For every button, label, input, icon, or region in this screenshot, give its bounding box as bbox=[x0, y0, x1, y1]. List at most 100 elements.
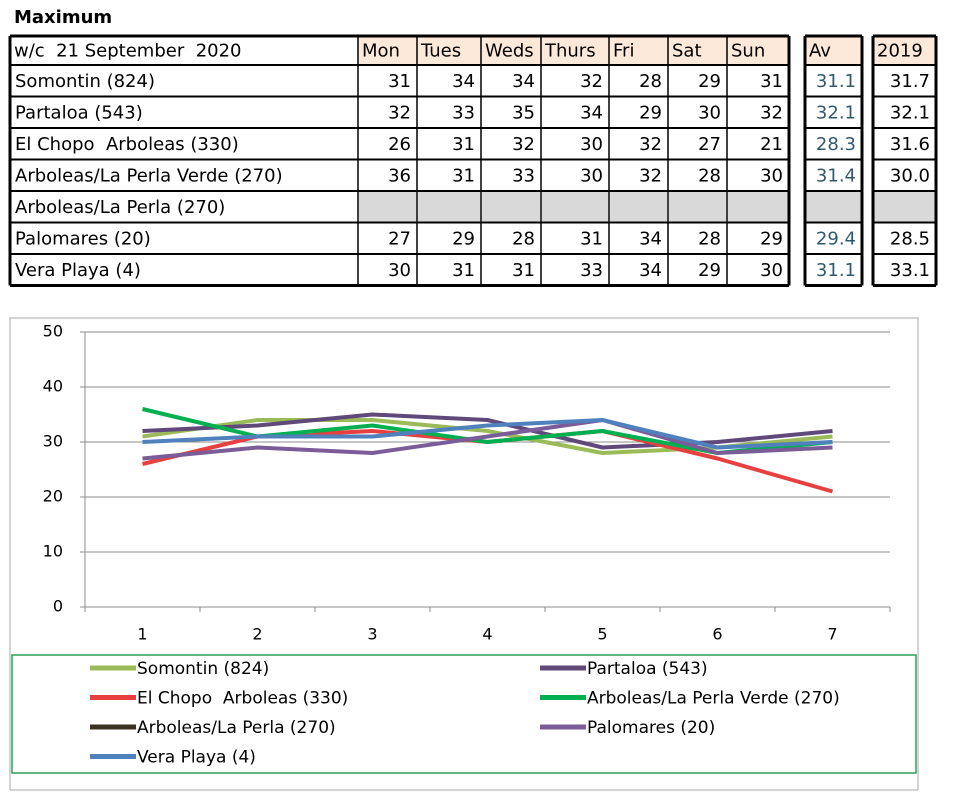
header-cell bbox=[727, 36, 789, 65]
cell-value: 30 bbox=[698, 102, 721, 123]
empty-cell bbox=[610, 192, 667, 222]
cell-value: 29 bbox=[698, 71, 721, 92]
empty-cell bbox=[728, 192, 788, 222]
cell-value: 29 bbox=[760, 228, 783, 249]
cell-value: 32 bbox=[760, 102, 783, 123]
header-label: Tues bbox=[420, 41, 461, 62]
header-label: Av bbox=[809, 41, 831, 62]
cell-value: 21 bbox=[760, 134, 783, 155]
legend-box bbox=[11, 654, 917, 774]
cell-value: 33 bbox=[580, 260, 603, 281]
legend-label: Partaloa (543) bbox=[587, 659, 708, 679]
x-tick-label: 5 bbox=[597, 625, 607, 644]
cell-value: 30 bbox=[580, 134, 603, 155]
row-label: Somontin (824) bbox=[15, 71, 155, 92]
header-label: 2019 bbox=[877, 41, 923, 62]
cell-value: 31.4 bbox=[816, 165, 856, 186]
cell-value: 32 bbox=[639, 165, 662, 186]
cell-value: 30 bbox=[580, 165, 603, 186]
row-label: Arboleas/La Perla (270) bbox=[15, 197, 225, 218]
cell-value: 31 bbox=[452, 165, 475, 186]
cell-value: 28 bbox=[639, 71, 662, 92]
y-tick-label: 30 bbox=[43, 432, 63, 451]
cell-value: 31 bbox=[388, 71, 411, 92]
cell-value: 34 bbox=[512, 71, 535, 92]
x-tick-label: 7 bbox=[827, 625, 837, 644]
header-label: Fri bbox=[613, 41, 634, 62]
cell-value: 32 bbox=[512, 134, 535, 155]
header-label: Sat bbox=[672, 41, 702, 62]
cell-value: 31 bbox=[452, 134, 475, 155]
header-label: Weds bbox=[485, 41, 534, 62]
cell-value: 26 bbox=[388, 134, 411, 155]
empty-cell bbox=[874, 192, 935, 222]
empty-cell bbox=[542, 192, 608, 222]
cell-value: 30 bbox=[760, 260, 783, 281]
cell-value: 31.7 bbox=[890, 71, 930, 92]
sheet-title: Maximum bbox=[14, 7, 112, 28]
cell-value: 33.1 bbox=[890, 260, 930, 281]
legend-label: Vera Playa (4) bbox=[137, 748, 256, 768]
series-line bbox=[142, 418, 833, 461]
series-line bbox=[142, 412, 833, 450]
cell-value: 28.5 bbox=[890, 228, 930, 249]
cell-value: 28.3 bbox=[816, 134, 856, 155]
cell-value: 28 bbox=[512, 228, 535, 249]
y-tick-label: 10 bbox=[43, 542, 63, 561]
header-cell bbox=[481, 36, 541, 65]
cell-value: 28 bbox=[698, 165, 721, 186]
cell-value: 29 bbox=[639, 102, 662, 123]
header-cell bbox=[805, 36, 862, 65]
empty-cell bbox=[418, 192, 480, 222]
header-label: w/c 21 September 2020 bbox=[14, 41, 242, 62]
header-label: Mon bbox=[362, 41, 400, 62]
cell-value: 32 bbox=[580, 71, 603, 92]
legend-label: Somontin (824) bbox=[137, 659, 269, 679]
cell-value: 31 bbox=[760, 71, 783, 92]
cell-value: 31.6 bbox=[890, 134, 930, 155]
header-label: Sun bbox=[731, 41, 765, 62]
cell-value: 32.1 bbox=[890, 102, 930, 123]
cell-value: 29 bbox=[698, 260, 721, 281]
y-tick-label: 20 bbox=[43, 487, 63, 506]
cell-value: 32.1 bbox=[816, 102, 856, 123]
y-tick-label: 0 bbox=[53, 597, 63, 616]
cell-value: 31 bbox=[512, 260, 535, 281]
cell-value: 36 bbox=[388, 165, 411, 186]
cell-value: 30 bbox=[760, 165, 783, 186]
empty-cell bbox=[669, 192, 726, 222]
cell-value: 30.0 bbox=[890, 165, 930, 186]
cell-value: 32 bbox=[388, 102, 411, 123]
cell-value: 31 bbox=[452, 260, 475, 281]
legend-label: Arboleas/La Perla (270) bbox=[137, 718, 336, 738]
row-label: Vera Playa (4) bbox=[15, 260, 141, 281]
cell-value: 34 bbox=[452, 71, 475, 92]
row-label: Partaloa (543) bbox=[15, 102, 143, 123]
header-cell bbox=[873, 36, 936, 65]
cell-value: 27 bbox=[698, 134, 721, 155]
y-tick-label: 50 bbox=[43, 322, 63, 341]
header-label: Thurs bbox=[544, 41, 596, 62]
x-tick-label: 1 bbox=[137, 625, 147, 644]
header-cell bbox=[609, 36, 668, 65]
x-tick-label: 4 bbox=[482, 625, 492, 644]
y-tick-label: 40 bbox=[43, 377, 63, 396]
cell-value: 34 bbox=[639, 228, 662, 249]
header-cell bbox=[541, 36, 609, 65]
series-line bbox=[142, 418, 833, 450]
x-tick-label: 2 bbox=[252, 625, 262, 644]
cell-value: 28 bbox=[698, 228, 721, 249]
cell-value: 33 bbox=[452, 102, 475, 123]
header-cell bbox=[358, 36, 417, 65]
cell-value: 32 bbox=[639, 134, 662, 155]
x-tick-label: 6 bbox=[712, 625, 722, 644]
legend-label: Palomares (20) bbox=[587, 718, 715, 738]
cell-value: 29 bbox=[452, 228, 475, 249]
cell-value: 34 bbox=[580, 102, 603, 123]
cell-value: 33 bbox=[512, 165, 535, 186]
header-cell bbox=[417, 36, 481, 65]
cell-value: 31.1 bbox=[816, 71, 856, 92]
